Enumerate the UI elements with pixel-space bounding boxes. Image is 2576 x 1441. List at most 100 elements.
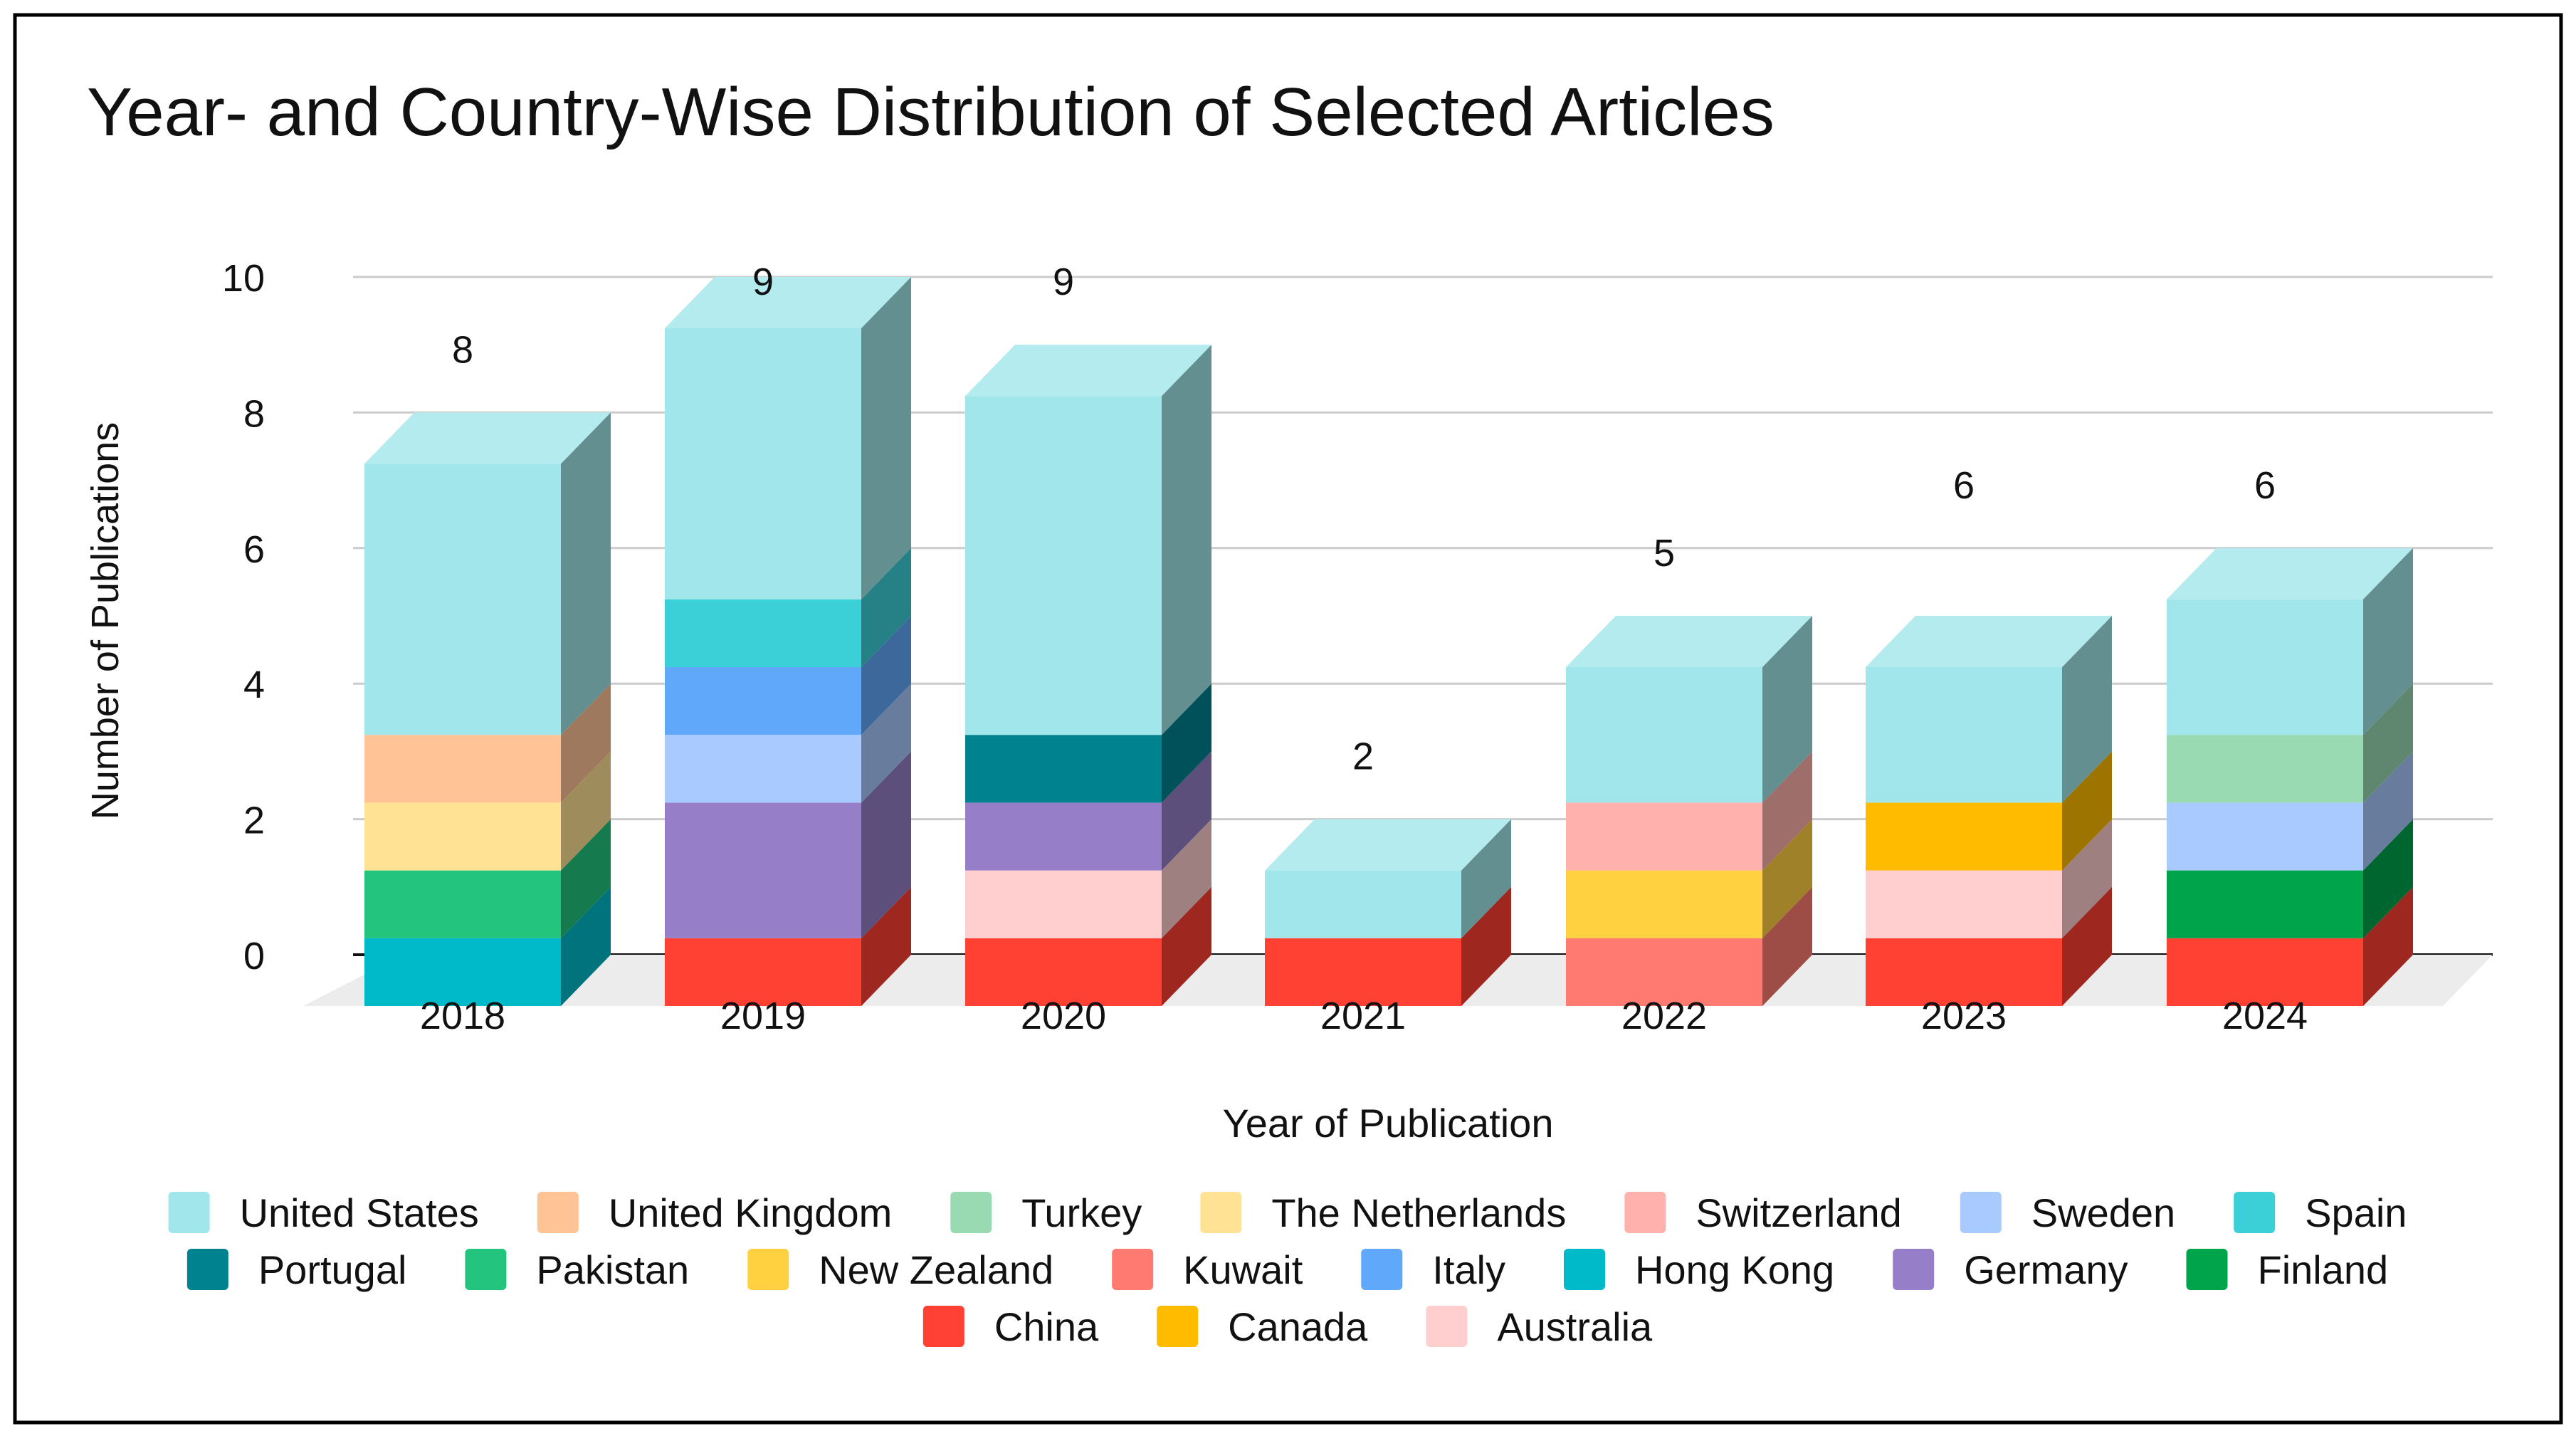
bar-side-the-netherlands-2018 [561, 751, 611, 871]
bar-segment-united-states-2023 [1866, 667, 2062, 803]
legend-item-switzerland: Switzerland [1624, 1190, 1902, 1235]
legend-item-turkey: Turkey [950, 1190, 1142, 1235]
x-tick-label: 2018 [420, 995, 505, 1037]
bar-side-united-states-2021 [1461, 819, 1511, 938]
bar-top-2020 [965, 345, 1211, 397]
legend-label: Germany [1964, 1247, 2128, 1292]
total-label: 6 [2254, 464, 2276, 507]
x-axis-ticks: 2018 2019 2020 2021 2022 2023 2024 [420, 995, 2308, 1037]
legend-label: Switzerland [1696, 1190, 1901, 1235]
bar-segment-china-2019 [665, 938, 861, 1006]
legend-swatch [537, 1192, 579, 1233]
bar-side-germany-2020 [1162, 751, 1211, 871]
x-tick-label: 2019 [720, 995, 806, 1037]
legend-label: Australia [1497, 1304, 1653, 1349]
bar-side-sweden-2019 [861, 683, 911, 803]
bar-top-2023 [1866, 616, 2112, 667]
legend-swatch [1960, 1192, 2002, 1233]
legend-item-italy: Italy [1361, 1247, 1505, 1292]
bar-side-united-states-2019 [861, 277, 911, 599]
bar-segment-china-2024 [2167, 938, 2363, 1006]
bar-segment-germany-2019 [665, 802, 861, 938]
bar-side-china-2021 [1461, 886, 1511, 1006]
bar-side-united-kingdom-2018 [561, 683, 611, 803]
y-tick-label: 8 [243, 392, 265, 435]
bar-side-pakistan-2018 [561, 819, 611, 938]
bar-segment-switzerland-2022 [1566, 802, 1762, 871]
bar-segment-united-kingdom-2018 [364, 735, 561, 803]
bar-segment-australia-2023 [1866, 870, 2062, 938]
bar-group-2023 [1866, 616, 2112, 1006]
bar-side-united-states-2020 [1162, 345, 1211, 735]
bar-segment-united-states-2022 [1566, 667, 1762, 803]
bar-side-united-states-2024 [2363, 547, 2413, 735]
bar-side-china-2024 [2363, 886, 2413, 1006]
legend-item-united-states: United States [168, 1190, 479, 1235]
legend-swatch [1426, 1306, 1468, 1347]
bar-segment-china-2021 [1265, 938, 1461, 1006]
bar-side-hong-kong-2018 [561, 886, 611, 1006]
bar-top-2019 [665, 277, 911, 328]
legend-label: United Kingdom [609, 1190, 892, 1235]
bar-group-2019 [665, 277, 911, 1006]
bar-side-china-2019 [861, 886, 911, 1006]
bar-top-2021 [1265, 819, 1511, 871]
bar-top-2024 [2167, 547, 2413, 599]
total-labels: 8 9 9 2 5 6 6 [452, 261, 2276, 777]
bar-segment-finland-2024 [2167, 870, 2363, 938]
y-tick-label: 2 [243, 800, 265, 842]
bar-side-australia-2023 [2062, 819, 2112, 938]
bar-side-united-states-2018 [561, 412, 611, 735]
legend-label: Spain [2305, 1190, 2407, 1235]
legend-label: Portugal [258, 1247, 407, 1292]
bar-group-2020 [965, 345, 1211, 1006]
legend-item-spain: Spain [2234, 1190, 2407, 1235]
y-axis-label: Number of Publications [84, 422, 127, 819]
bar-segment-new-zealand-2022 [1566, 870, 1762, 938]
bar-segment-united-states-2021 [1265, 870, 1461, 938]
y-axis-ticks: 0 2 4 6 8 10 [222, 257, 265, 978]
total-label: 9 [1053, 261, 1074, 303]
legend-item-sweden: Sweden [1960, 1190, 2175, 1235]
x-tick-label: 2020 [1021, 995, 1106, 1037]
legend-swatch [465, 1249, 507, 1290]
bars [364, 277, 2413, 1006]
legend-label: Hong Kong [1635, 1247, 1834, 1292]
legend-label: New Zealand [819, 1247, 1053, 1292]
x-tick-label: 2023 [1921, 995, 2007, 1037]
x-axis-label: Year of Publication [1223, 1101, 1554, 1146]
bar-segment-germany-2020 [965, 802, 1162, 871]
legend-label: Pakistan [536, 1247, 689, 1292]
legend-item-portugal: Portugal [186, 1247, 407, 1292]
bar-side-germany-2019 [861, 751, 911, 938]
y-tick-label: 4 [243, 664, 265, 706]
legend-item-germany: Germany [1893, 1247, 2128, 1292]
bar-group-2021 [1265, 819, 1511, 1006]
legend-swatch [168, 1192, 210, 1233]
legend-swatch [922, 1306, 964, 1347]
legend-label: Kuwait [1183, 1247, 1303, 1292]
legend-item-new-zealand: New Zealand [747, 1247, 1053, 1292]
legend-swatch [2186, 1249, 2228, 1290]
bar-segment-united-states-2020 [965, 396, 1162, 735]
bar-segment-sweden-2024 [2167, 802, 2363, 871]
legend-label: China [994, 1304, 1099, 1349]
total-label: 8 [452, 328, 473, 371]
bar-segment-italy-2019 [665, 667, 861, 735]
legend-label: Turkey [1021, 1190, 1142, 1235]
legend-item-finland: Finland [2186, 1247, 2388, 1292]
legend-item-the-netherlands: The Netherlands [1200, 1190, 1566, 1235]
legend-label: Sweden [2031, 1190, 2175, 1235]
legend-label: United States [240, 1190, 479, 1235]
bar-side-china-2020 [1162, 886, 1211, 1006]
legend-swatch [2234, 1192, 2276, 1233]
bar-segment-china-2023 [1866, 938, 2062, 1006]
bar-side-finland-2024 [2363, 819, 2413, 938]
bar-side-united-states-2023 [2062, 616, 2112, 803]
legend-label: The Netherlands [1271, 1190, 1566, 1235]
legend-swatch [1200, 1192, 1242, 1233]
bar-side-australia-2020 [1162, 819, 1211, 938]
bar-side-spain-2019 [861, 547, 911, 667]
bar-top-2022 [1566, 616, 1812, 667]
x-tick-label: 2021 [1320, 995, 1406, 1037]
